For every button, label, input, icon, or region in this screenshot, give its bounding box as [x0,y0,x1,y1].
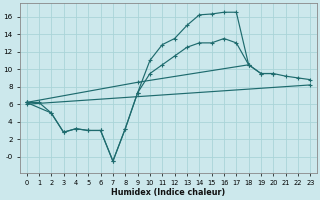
X-axis label: Humidex (Indice chaleur): Humidex (Indice chaleur) [111,188,226,197]
